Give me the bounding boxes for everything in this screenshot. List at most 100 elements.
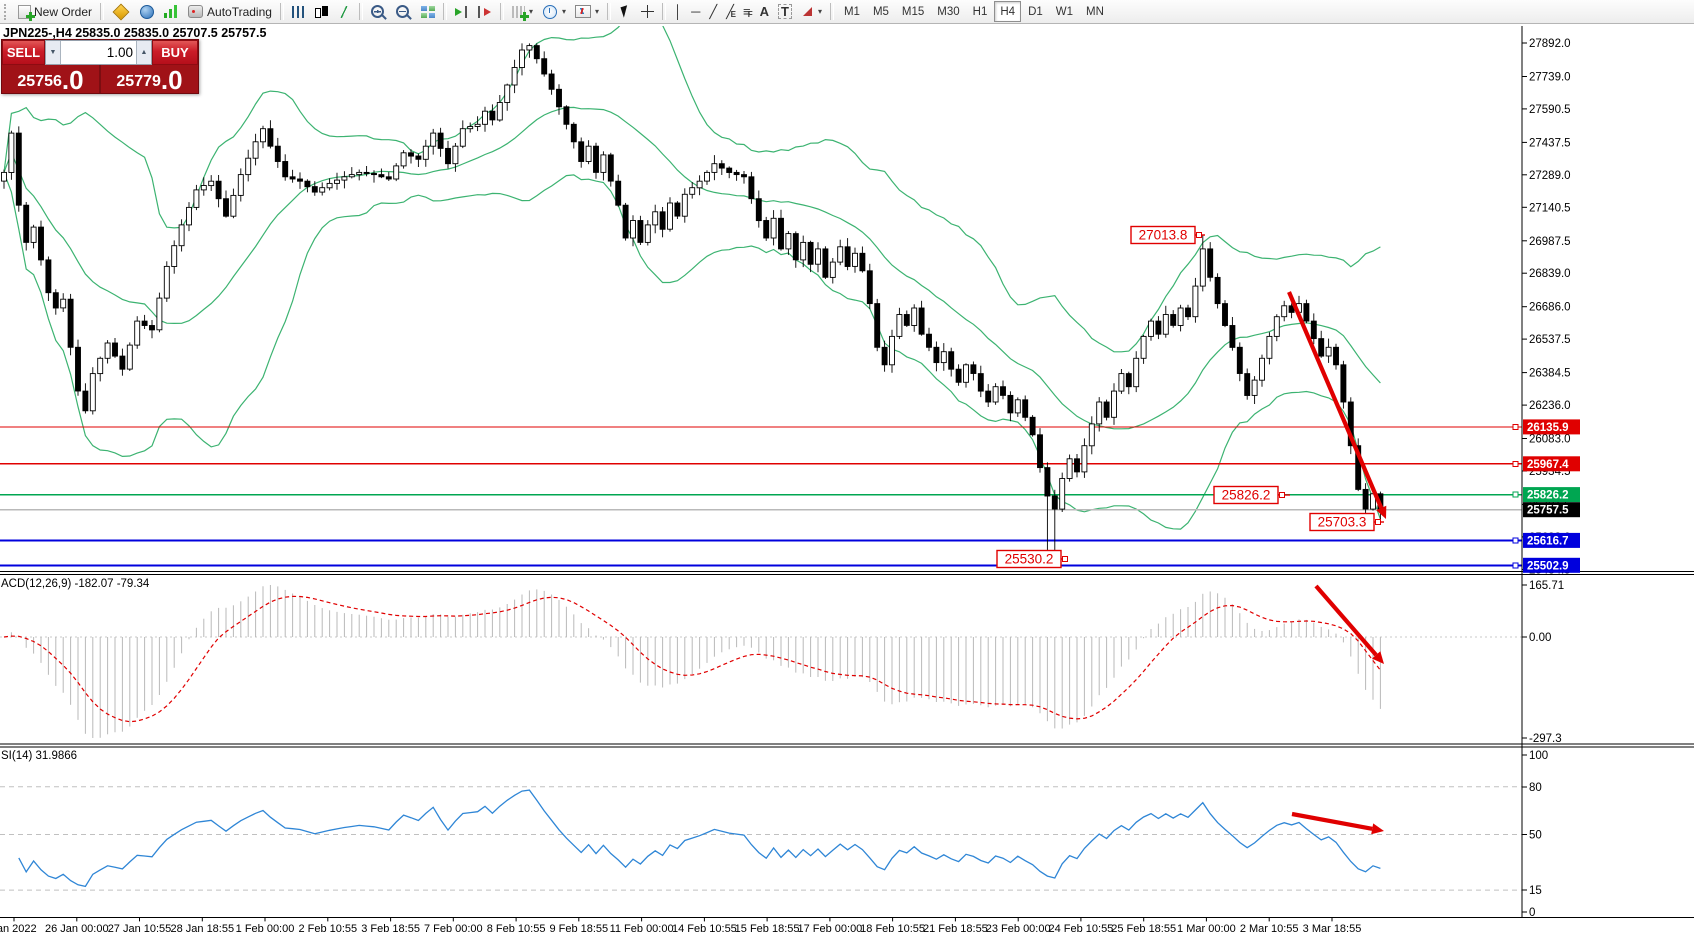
indicator-axis-label: 15 [1529, 885, 1542, 897]
timeframe-m30-button[interactable]: M30 [931, 1, 965, 22]
buy-price[interactable]: 25779.0 [101, 65, 198, 93]
main-toolbar: New Order AutoTrading ▾ ▾ ▾ │ ─ ╱ ╱ E ≡ F [0, 0, 1694, 24]
price-annotation[interactable]: 27013.8 [1130, 225, 1205, 245]
periods-button[interactable]: ▾ [538, 1, 570, 22]
volume-input[interactable] [61, 41, 136, 64]
tile-windows-button[interactable] [417, 1, 439, 22]
volume-increase-button[interactable]: ▲ [136, 41, 151, 64]
trend-arrow-price-head[interactable] [1376, 505, 1387, 519]
channel-tool-button[interactable]: ╱ E [722, 1, 738, 22]
line-chart-mode-button[interactable] [333, 1, 355, 22]
sell-price[interactable]: 25756.0 [2, 65, 101, 93]
timeframe-m5-button[interactable]: M5 [867, 1, 895, 22]
fibonacci-tool-button[interactable]: ≡ F [739, 1, 755, 22]
timeframe-w1-button[interactable]: W1 [1050, 1, 1079, 22]
toolbar-separator [442, 3, 447, 20]
trend-arrow-macd[interactable] [1314, 584, 1378, 657]
candle-body [1022, 399, 1029, 418]
price-annotation[interactable]: 25703.3 [1309, 512, 1384, 532]
candle-body [1103, 401, 1110, 418]
autotrading-button[interactable]: AutoTrading [183, 1, 276, 22]
volume-decrease-button[interactable]: ▼ [46, 41, 61, 64]
candle-body [260, 128, 266, 143]
bar-chart-mode-button[interactable] [288, 1, 309, 22]
candle-body [733, 171, 740, 176]
candle-body [874, 303, 881, 348]
candle-body [689, 187, 696, 195]
cursor-tool-button[interactable] [615, 1, 636, 22]
candle-body [903, 314, 910, 326]
buy-button[interactable]: BUY [152, 40, 198, 65]
candle-body [548, 73, 555, 90]
price-annotation[interactable]: 25530.2 [996, 549, 1068, 569]
trend-arrow-macd-head[interactable] [1372, 651, 1384, 664]
candle-body [696, 180, 703, 189]
candle-body [467, 126, 474, 130]
candle-body [334, 179, 340, 184]
community-button[interactable] [135, 1, 159, 22]
auto-scroll-button[interactable] [451, 1, 473, 22]
timeframe-m1-button[interactable]: M1 [838, 1, 866, 22]
trend-arrow-rsi-head[interactable] [1371, 823, 1384, 835]
market-button[interactable] [108, 1, 134, 22]
chart-shift-button[interactable] [474, 1, 496, 22]
horizontal-line-tool-button[interactable]: ─ [687, 1, 704, 22]
candle-body [726, 167, 733, 173]
line-end-marker[interactable] [1512, 460, 1519, 467]
trend-arrow-price[interactable] [1287, 291, 1384, 509]
line-end-marker[interactable] [1512, 537, 1519, 544]
candle-body [955, 368, 962, 383]
signal-bars-icon [164, 5, 179, 18]
timeframe-m15-button[interactable]: M15 [896, 1, 930, 22]
zoom-out-button[interactable] [392, 1, 416, 22]
line-end-marker[interactable] [1512, 562, 1519, 569]
candle-body [126, 344, 133, 370]
candle-body [1, 171, 7, 182]
zoom-in-button[interactable] [367, 1, 391, 22]
price-annotation[interactable]: 25826.2 [1213, 485, 1290, 505]
caret-down-icon: ▾ [817, 7, 822, 16]
trendline-icon: ╱ [709, 4, 718, 19]
toolbar-grip[interactable] [4, 3, 11, 20]
new-order-button[interactable]: New Order [14, 1, 96, 22]
buy-price-big-digit: .0 [160, 65, 183, 95]
crosshair-tool-button[interactable] [637, 1, 658, 22]
candle-body [452, 145, 459, 165]
toolbar-separator [829, 3, 834, 20]
candle-body [852, 252, 858, 267]
line-end-marker[interactable] [1512, 491, 1519, 498]
trend-arrow-rsi[interactable] [1291, 811, 1373, 831]
candle-body [792, 233, 799, 261]
timeframe-h1-button[interactable]: H1 [967, 1, 994, 22]
arrows-tool-button[interactable]: ▾ [797, 1, 826, 22]
candle-body [385, 176, 392, 180]
time-tick-label: 21 Feb 18:55 [923, 923, 988, 935]
sell-button[interactable]: SELL [2, 40, 45, 65]
timeframe-mn-button[interactable]: MN [1080, 1, 1110, 22]
timeframe-h4-button[interactable]: H4 [994, 1, 1022, 22]
text-label-tool-button[interactable]: T [774, 1, 796, 22]
price-axis[interactable]: 27892.0 27739.0 27590.5 27437.5 27289.0 27140… [1522, 38, 1580, 576]
candle-body [393, 165, 400, 180]
trendline-tool-button[interactable]: ╱ [705, 1, 721, 22]
candle-body [866, 270, 873, 305]
templates-button[interactable]: ▾ [571, 1, 603, 22]
candle-body [1066, 458, 1073, 479]
candle-body [763, 220, 770, 239]
candlestick-mode-button[interactable] [310, 1, 332, 22]
candle-body [186, 206, 192, 226]
panel-dividers[interactable] [0, 26, 1694, 918]
signals-button[interactable] [160, 1, 182, 22]
candle-body [600, 154, 607, 173]
candle-body [8, 132, 15, 173]
candle-body [245, 157, 252, 176]
candle-body [526, 45, 533, 51]
vertical-line-tool-button[interactable]: │ [670, 1, 686, 22]
text-tool-button[interactable]: A [756, 1, 773, 22]
candle-body [829, 261, 836, 278]
timeframe-d1-button[interactable]: D1 [1022, 1, 1049, 22]
indicators-button[interactable]: ▾ [508, 1, 537, 22]
candle-body [141, 320, 148, 326]
line-end-marker[interactable] [1512, 423, 1519, 430]
